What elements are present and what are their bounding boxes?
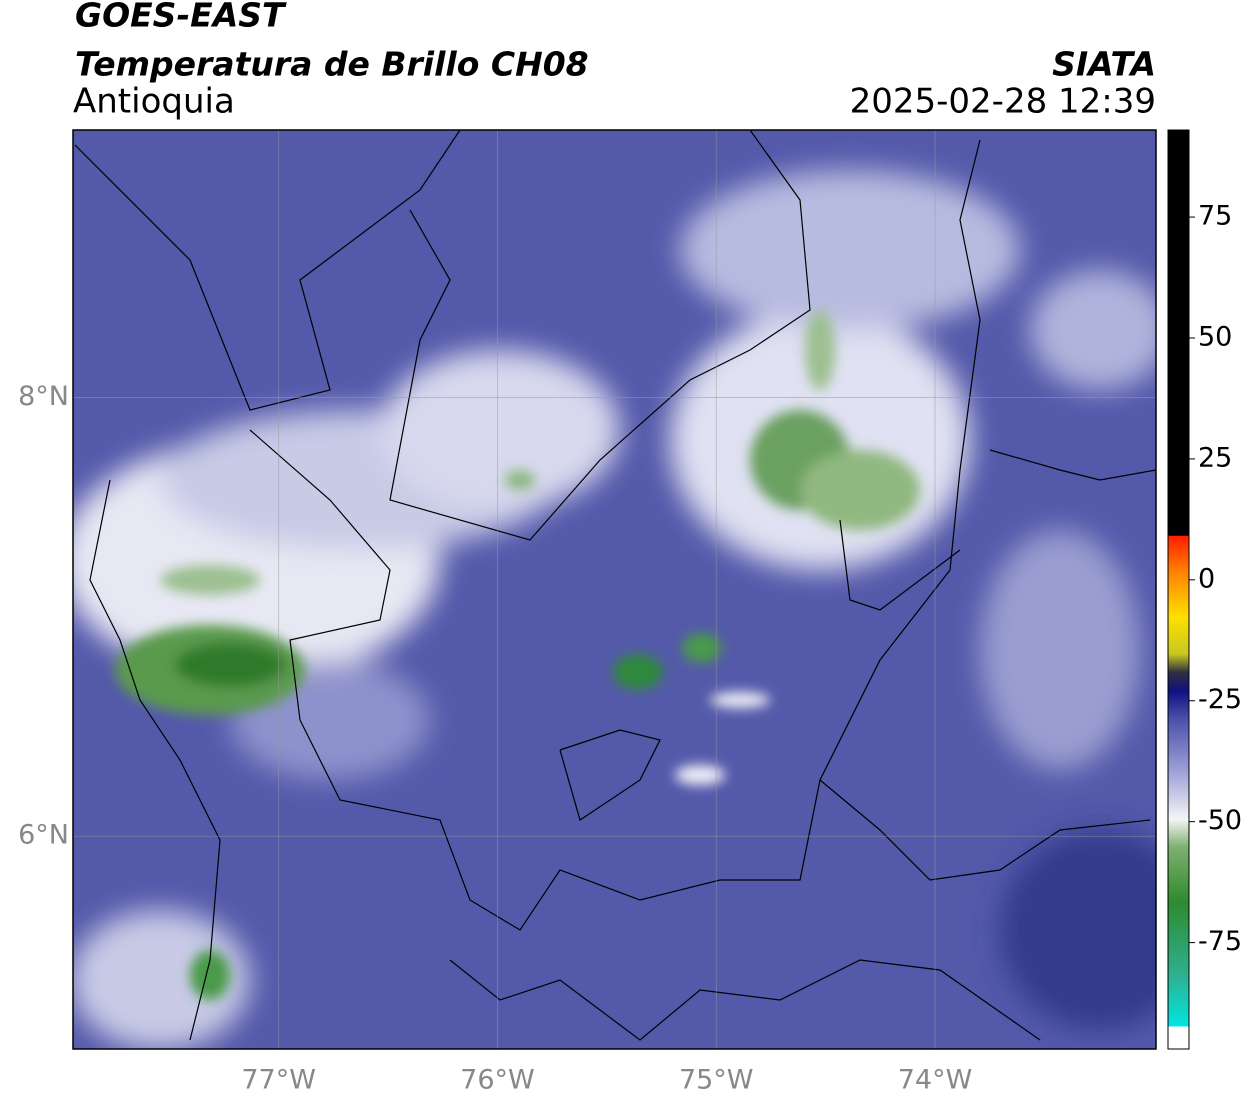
- x-tick-label: 75°W: [679, 1065, 754, 1096]
- colorbar-tick-label: -25: [1198, 684, 1242, 715]
- source: SIATA: [1052, 45, 1156, 84]
- x-tick-label: 77°W: [241, 1065, 316, 1096]
- colorbar-tick-label: -50: [1198, 805, 1242, 836]
- x-tick-label: 76°W: [460, 1065, 535, 1096]
- colorbar: [1167, 129, 1190, 1050]
- colorbar-tick-label: 50: [1198, 321, 1232, 352]
- map-frame: [72, 129, 1157, 1050]
- x-tick-label: 74°W: [898, 1065, 973, 1096]
- colorbar-tick-label: 25: [1198, 442, 1232, 473]
- subtitle: Temperatura de Brillo CH08: [75, 45, 589, 84]
- map-image: [73, 130, 1156, 1049]
- title: GOES-EAST: [75, 0, 287, 35]
- y-tick-label: 8°N: [18, 381, 69, 412]
- region: Antioquia: [73, 82, 235, 122]
- datetime: 2025-02-28 12:39: [850, 82, 1156, 122]
- colorbar-tick-label: 0: [1198, 563, 1215, 594]
- y-tick-label: 6°N: [18, 820, 69, 851]
- colorbar-tick-label: 75: [1198, 201, 1232, 232]
- colorbar-tick-label: -75: [1198, 926, 1242, 957]
